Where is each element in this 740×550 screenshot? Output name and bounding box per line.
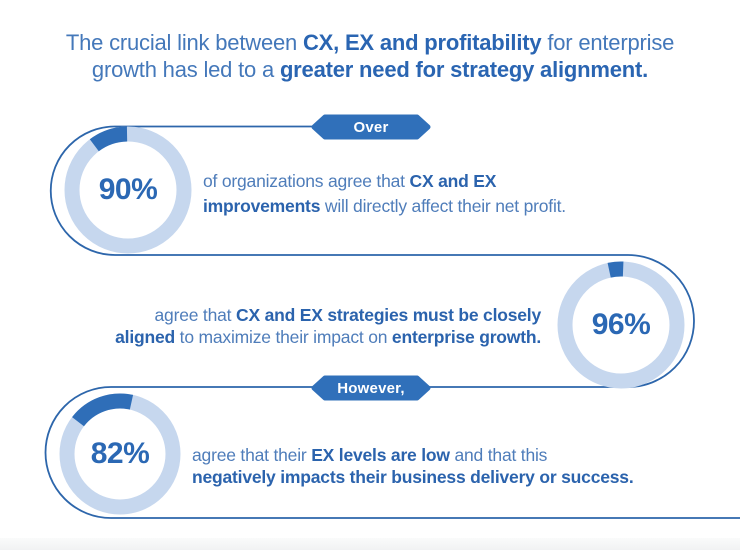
stat-text-line: improvements will directly affect their …	[203, 194, 566, 219]
text-bold-segment: CX, EX and profitability	[302, 30, 542, 55]
text-bold-segment: EX levels are low	[311, 445, 450, 465]
donut-ring-96	[557, 261, 685, 389]
stat-text-line: aligned to maximize their impact on ente…	[40, 326, 541, 348]
text-bold-segment: CX and EX	[409, 171, 497, 191]
text-segment: will directly affect their net profit.	[320, 196, 566, 216]
over-badge: Over	[310, 113, 432, 141]
text-bold-segment: aligned	[115, 327, 175, 347]
text-segment: to maximize their impact on	[175, 327, 392, 347]
text-bold-segment: improvements	[203, 196, 321, 216]
stat-text-line: of organizations agree that CX and EX	[203, 169, 566, 194]
percent-label: 82%	[90, 437, 150, 470]
donut-chart-82: 82%	[58, 392, 182, 516]
however-badge: However,	[310, 374, 432, 402]
text-segment: The crucial link between	[65, 30, 303, 55]
footer-strip	[0, 538, 740, 550]
donut-segment	[557, 261, 685, 389]
text-segment: of organizations agree that	[203, 171, 410, 191]
stat-text-90: of organizations agree that CX and EX im…	[203, 169, 566, 219]
badge-label: However,	[337, 379, 405, 397]
text-bold-segment: greater need for strategy alignment.	[279, 57, 649, 82]
badge-ribbon-shape	[311, 375, 431, 401]
stat-text-96: agree that CX and EX strategies must be …	[40, 304, 541, 348]
donut-chart-90: 90%	[63, 125, 193, 255]
donut-ring-90	[64, 126, 192, 254]
text-bold-segment: enterprise growth.	[391, 327, 541, 347]
stat-text-line: negatively impacts their business delive…	[192, 466, 634, 488]
text-bold-segment: negatively impacts their business delive…	[192, 467, 634, 487]
donut-segment	[64, 126, 192, 254]
percent-label: 96%	[591, 308, 651, 341]
title-line-1: The crucial link between CX, EX and prof…	[0, 29, 740, 56]
stat-text-line: agree that their EX levels are low and t…	[192, 444, 634, 466]
donut-track	[64, 126, 192, 254]
text-segment: and that this	[449, 445, 548, 465]
donut-ring-82	[59, 393, 181, 515]
donut-segment	[59, 393, 181, 515]
text-segment: growth has led to a	[91, 57, 280, 82]
page-title: The crucial link between CX, EX and prof…	[0, 29, 740, 83]
text-segment: agree that their	[192, 445, 312, 465]
stat-text-line: agree that CX and EX strategies must be …	[40, 304, 542, 326]
stat-text-82: agree that their EX levels are low and t…	[192, 444, 634, 488]
donut-chart-96: 96%	[556, 260, 686, 390]
badge-ribbon-shape	[311, 114, 431, 140]
text-segment: agree that	[154, 305, 236, 325]
percent-label: 90%	[98, 173, 158, 206]
title-line-2: growth has led to a greater need for str…	[0, 56, 740, 83]
badge-label: Over	[353, 118, 389, 136]
text-bold-segment: CX and EX strategies must be closely	[236, 305, 541, 325]
text-segment: for enterprise	[541, 30, 675, 55]
